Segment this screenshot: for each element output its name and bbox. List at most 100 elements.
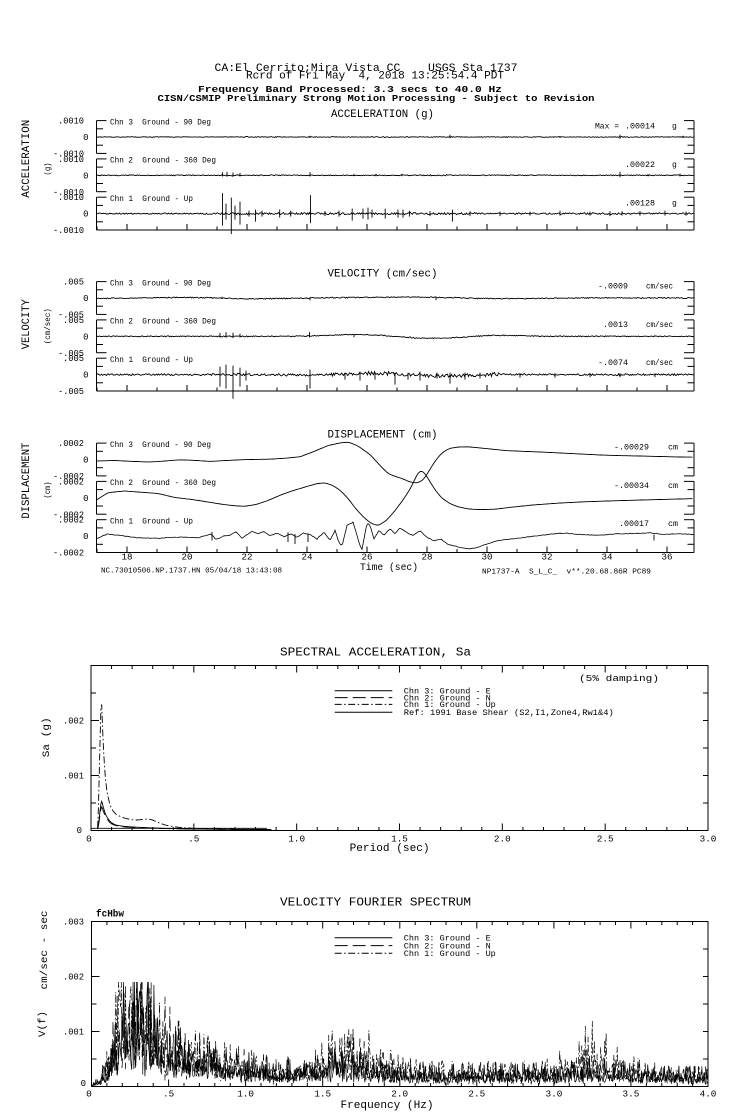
svg-text:Chn 2: Ground - N: Chn 2: Ground - N bbox=[404, 693, 491, 703]
svg-text:.0002: .0002 bbox=[58, 516, 84, 526]
svg-text:0: 0 bbox=[83, 371, 88, 381]
svg-text:Chn 3: Ground - E: Chn 3: Ground - E bbox=[404, 934, 491, 944]
svg-text:.5: .5 bbox=[188, 834, 199, 845]
svg-text:-.00034: -.00034 bbox=[614, 482, 649, 491]
svg-text:Time (sec): Time (sec) bbox=[360, 562, 418, 573]
svg-text:4.0: 4.0 bbox=[700, 1089, 717, 1100]
svg-text:Chn 1: Ground - Up: Chn 1: Ground - Up bbox=[404, 949, 496, 959]
svg-text:24: 24 bbox=[302, 553, 313, 563]
svg-text:2.0: 2.0 bbox=[391, 1089, 408, 1100]
svg-text:.00022: .00022 bbox=[625, 161, 655, 170]
svg-text:g: g bbox=[672, 123, 677, 132]
svg-text:SPECTRAL ACCELERATION, Sa: SPECTRAL ACCELERATION, Sa bbox=[280, 646, 471, 660]
svg-text:.00014: .00014 bbox=[625, 123, 655, 132]
svg-text:.005: .005 bbox=[63, 278, 84, 288]
svg-text:Chn 1: Ground - Up: Chn 1: Ground - Up bbox=[404, 700, 496, 710]
svg-text:.00128: .00128 bbox=[625, 199, 655, 208]
svg-text:Chn 2 Ground - 360 Deg: Chn 2 Ground - 360 Deg bbox=[110, 480, 216, 488]
svg-text:0: 0 bbox=[83, 332, 88, 342]
svg-text:(cm/sec): (cm/sec) bbox=[44, 308, 53, 344]
svg-text:cm/sec: cm/sec bbox=[646, 283, 673, 292]
svg-text:2.5: 2.5 bbox=[468, 1089, 485, 1100]
svg-text:VELOCITY: VELOCITY bbox=[21, 299, 33, 349]
svg-text:(cm): (cm) bbox=[44, 482, 53, 499]
svg-text:Ref: 1991 Base Shear (S2,I1,Zo: Ref: 1991 Base Shear (S2,I1,Zone4,Rw1&4) bbox=[404, 708, 614, 718]
svg-text:cm: cm bbox=[668, 482, 678, 491]
svg-text:32: 32 bbox=[542, 553, 553, 563]
svg-text:0: 0 bbox=[83, 171, 88, 181]
svg-text:Chn 1 Ground - Up: Chn 1 Ground - Up bbox=[110, 519, 193, 527]
svg-text:Chn 1 Ground - Up: Chn 1 Ground - Up bbox=[110, 357, 193, 365]
svg-text:0: 0 bbox=[83, 532, 88, 542]
svg-text:CA:El Cerrito;Mira Vista CC: CA:El Cerrito;Mira Vista CC USGS Sta 173… bbox=[215, 63, 518, 75]
svg-text:cm: cm bbox=[668, 444, 678, 453]
svg-text:0: 0 bbox=[83, 294, 88, 304]
svg-text:(5% damping): (5% damping) bbox=[579, 674, 659, 684]
svg-text:.005: .005 bbox=[63, 354, 84, 364]
svg-text:Chn 2 Ground - 360 Deg: Chn 2 Ground - 360 Deg bbox=[110, 319, 216, 327]
svg-text:1.5: 1.5 bbox=[391, 834, 408, 845]
svg-text:CISN/CSMIP Preliminary Strong: CISN/CSMIP Preliminary Strong Motion Pro… bbox=[158, 93, 595, 104]
svg-text:-.005: -.005 bbox=[58, 387, 84, 397]
svg-text:.002: .002 bbox=[63, 973, 84, 983]
svg-text:ACCELERATION: ACCELERATION bbox=[21, 120, 33, 198]
svg-text:.001: .001 bbox=[63, 772, 84, 782]
svg-text:-.0002: -.0002 bbox=[53, 549, 84, 559]
svg-text:.00017: .00017 bbox=[619, 520, 649, 529]
svg-text:-.005: -.005 bbox=[58, 349, 84, 359]
svg-text:.0010: .0010 bbox=[58, 117, 84, 127]
svg-text:Frequency Band Processed: 3.3: Frequency Band Processed: 3.3 secs to 40… bbox=[198, 84, 502, 95]
svg-text:3.0: 3.0 bbox=[546, 1089, 563, 1100]
svg-text:DISPLACEMENT (cm): DISPLACEMENT (cm) bbox=[328, 430, 438, 442]
svg-text:0: 0 bbox=[86, 834, 92, 845]
svg-text:VELOCITY (cm/sec): VELOCITY (cm/sec) bbox=[328, 269, 438, 281]
svg-text:30: 30 bbox=[482, 553, 493, 563]
svg-text:28: 28 bbox=[422, 553, 433, 563]
svg-text:-.0010: -.0010 bbox=[53, 226, 84, 236]
svg-text:g: g bbox=[672, 199, 677, 208]
svg-text:-.0010: -.0010 bbox=[53, 188, 84, 198]
svg-text:0: 0 bbox=[83, 133, 88, 143]
svg-text:cm/sec: cm/sec bbox=[646, 359, 673, 368]
svg-text:.0013: .0013 bbox=[603, 321, 628, 330]
svg-text:.003: .003 bbox=[63, 918, 84, 928]
svg-text:.0010: .0010 bbox=[58, 155, 84, 165]
svg-text:DISPLACEMENT: DISPLACEMENT bbox=[21, 442, 33, 518]
svg-text:0: 0 bbox=[86, 1089, 92, 1100]
svg-text:.001: .001 bbox=[63, 1028, 84, 1038]
svg-text:0: 0 bbox=[77, 826, 82, 836]
svg-text:Sa (g): Sa (g) bbox=[41, 717, 53, 757]
svg-text:Max =: Max = bbox=[595, 123, 619, 132]
svg-text:Chn 3 Ground - 90 Deg: Chn 3 Ground - 90 Deg bbox=[110, 442, 211, 450]
svg-text:V(f): V(f) bbox=[37, 1011, 49, 1037]
svg-text:-.00029: -.00029 bbox=[614, 444, 649, 453]
svg-text:-.0002: -.0002 bbox=[53, 472, 84, 482]
svg-text:1.5: 1.5 bbox=[314, 1089, 331, 1100]
svg-text:Chn 1 Ground - Up: Chn 1 Ground - Up bbox=[110, 196, 193, 204]
svg-text:.5: .5 bbox=[163, 1089, 174, 1100]
svg-text:0: 0 bbox=[83, 494, 88, 504]
svg-text:Rcrd of Fri May 4, 2018 13:25: Rcrd of Fri May 4, 2018 13:25:54.4 PDT bbox=[246, 71, 504, 83]
svg-text:Chn 2: Ground - N: Chn 2: Ground - N bbox=[404, 941, 491, 951]
svg-text:Chn 2 Ground - 360 Deg: Chn 2 Ground - 360 Deg bbox=[110, 158, 216, 166]
svg-text:Chn 3: Ground - E: Chn 3: Ground - E bbox=[404, 686, 491, 696]
svg-text:26: 26 bbox=[362, 553, 373, 563]
svg-text:-.005: -.005 bbox=[58, 311, 84, 321]
svg-text:-.0009: -.0009 bbox=[598, 283, 628, 292]
svg-text:VELOCITY FOURIER SPECTRUM: VELOCITY FOURIER SPECTRUM bbox=[280, 896, 471, 910]
svg-text:.0002: .0002 bbox=[58, 439, 84, 449]
svg-text:0: 0 bbox=[81, 1079, 86, 1089]
svg-text:-.0010: -.0010 bbox=[53, 150, 84, 160]
svg-text:cm/sec: cm/sec bbox=[646, 321, 673, 330]
svg-text:Frequency (Hz): Frequency (Hz) bbox=[341, 1100, 434, 1112]
svg-text:3.5: 3.5 bbox=[623, 1089, 640, 1100]
svg-text:3.0: 3.0 bbox=[700, 834, 717, 845]
svg-text:2.5: 2.5 bbox=[597, 834, 614, 845]
svg-text:fcHbw: fcHbw bbox=[96, 909, 124, 921]
svg-text:34: 34 bbox=[602, 553, 613, 563]
svg-text:ACCELERATION (g): ACCELERATION (g) bbox=[331, 109, 434, 121]
svg-text:1.0: 1.0 bbox=[288, 834, 305, 845]
svg-text:20: 20 bbox=[182, 553, 193, 563]
svg-text:1.0: 1.0 bbox=[237, 1089, 254, 1100]
svg-text:36: 36 bbox=[662, 553, 673, 563]
